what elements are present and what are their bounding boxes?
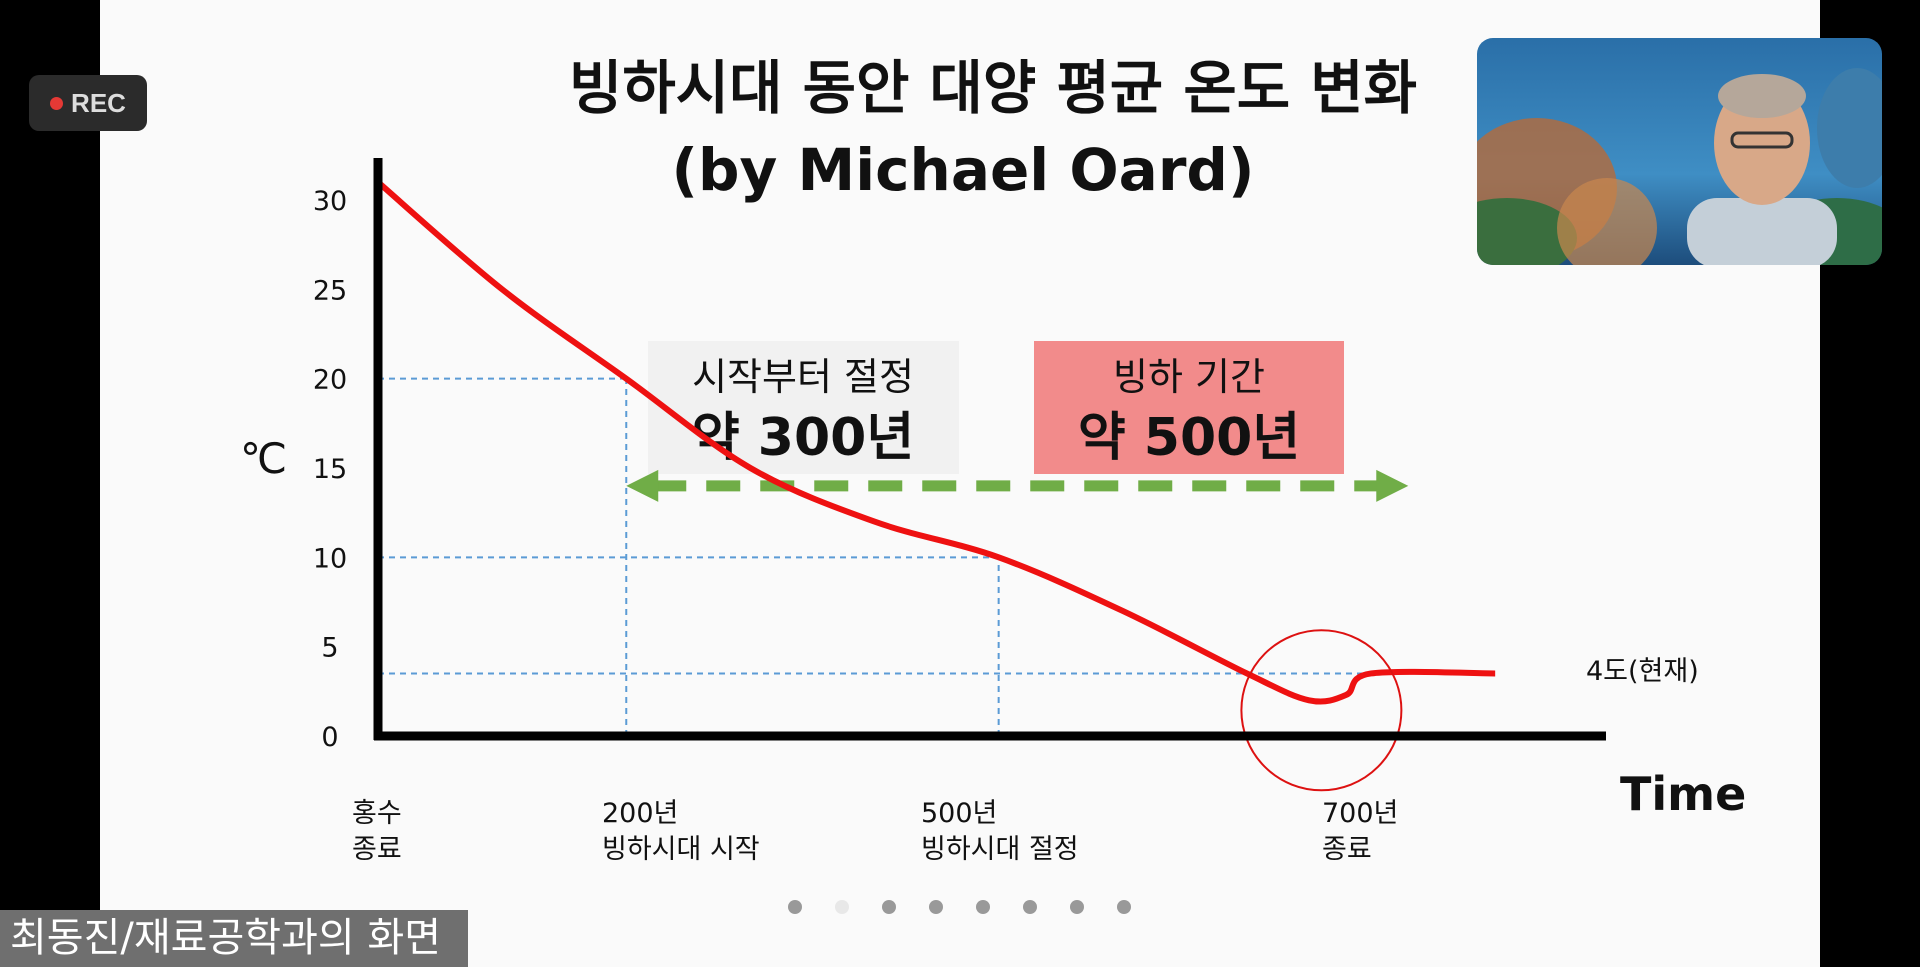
temperature-curve	[376, 179, 1496, 705]
participant-video-image	[1477, 38, 1882, 265]
recording-indicator: REC	[29, 75, 147, 131]
y-tick-label: 20	[313, 365, 347, 396]
x-label-200-line2: 빙하시대 시작	[602, 834, 760, 865]
pagination-dot[interactable]	[788, 900, 802, 914]
temperature-chart: 빙하시대 동안 대양 평균 온도 변화 (by Michael Oard) 시작…	[240, 54, 1746, 914]
box2-caption: 빙하 기간	[1113, 355, 1265, 399]
y-tick-label: 0	[321, 722, 338, 753]
x-label-500-line2: 빙하시대 절정	[921, 834, 1079, 865]
reference-lines	[378, 377, 1496, 736]
y-tick-labels: 0 5 10 15 20 25 30	[313, 186, 347, 753]
box1-value: 약 300년	[692, 408, 914, 468]
y-tick-label: 15	[313, 454, 347, 485]
span-arrow-head-left	[626, 469, 659, 502]
span-arrow	[626, 469, 1409, 502]
x-label-500-line1: 500년	[921, 798, 997, 829]
y-axis-label: ℃	[240, 434, 287, 483]
y-tick-label: 30	[313, 186, 347, 217]
pagination-dot-active[interactable]	[835, 900, 849, 914]
annotation-box-glacial-period	[1034, 341, 1344, 474]
pagination-dot[interactable]	[1023, 900, 1037, 914]
box1-caption: 시작부터 절정	[692, 355, 914, 399]
y-tick-label: 5	[321, 633, 338, 664]
slide-title: 빙하시대 동안 대양 평균 온도 변화	[569, 54, 1417, 122]
record-dot-icon	[50, 96, 64, 110]
y-tick-label: 10	[313, 543, 347, 574]
pagination-dot[interactable]	[882, 900, 896, 914]
participant-video-thumbnail[interactable]	[1477, 38, 1882, 265]
current-temp-label: 4도(현재)	[1586, 656, 1699, 687]
span-arrow-head-right	[1376, 469, 1409, 502]
x-label-flood-end-line1: 홍수	[352, 798, 402, 829]
x-axis-label: Time	[1620, 767, 1746, 821]
screen-share-label: 최동진/재료공학과의 화면	[0, 910, 468, 967]
pagination-dot[interactable]	[1070, 900, 1084, 914]
recording-label: REC	[71, 87, 126, 118]
x-label-700-line2: 종료	[1322, 834, 1372, 865]
x-category-labels: 홍수 종료 200년 빙하시대 시작 500년 빙하시대 절정 700년 종료	[352, 798, 1398, 865]
pagination-dot[interactable]	[976, 900, 990, 914]
slide-subtitle: (by Michael Oard)	[672, 136, 1255, 204]
minimum-highlight-circle	[1240, 629, 1403, 792]
y-tick-label: 25	[313, 275, 347, 306]
slide-pagination[interactable]	[788, 900, 1131, 914]
pagination-dot[interactable]	[1117, 900, 1131, 914]
pagination-dot[interactable]	[929, 900, 943, 914]
annotation-box-start-to-peak	[648, 341, 959, 474]
x-label-200-line1: 200년	[602, 798, 678, 829]
box2-value: 약 500년	[1078, 408, 1300, 468]
x-label-flood-end-line2: 종료	[352, 834, 402, 865]
x-label-700-line1: 700년	[1322, 798, 1398, 829]
